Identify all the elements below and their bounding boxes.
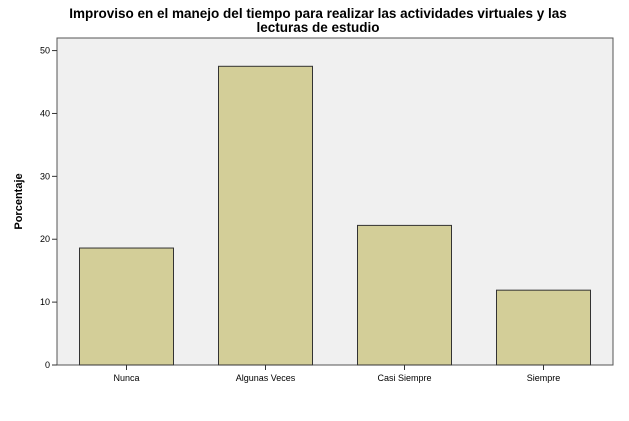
chart-title-line-2: lecturas de estudio bbox=[256, 20, 379, 35]
bar-0 bbox=[79, 247, 174, 366]
bars-layer bbox=[79, 65, 591, 366]
bar-2 bbox=[357, 224, 452, 366]
y-tick-label-0: 0 bbox=[45, 360, 50, 370]
axes-layer: Nunca Algunas Veces Casi Siempre Siempre 0 10… bbox=[40, 46, 560, 383]
x-tick-label-3: Siempre bbox=[527, 373, 561, 383]
bar-1 bbox=[218, 65, 313, 366]
y-tick-label-2: 20 bbox=[40, 234, 50, 244]
y-axis-label: Porcentaje bbox=[13, 173, 25, 229]
y-tick-label-4: 40 bbox=[40, 108, 50, 118]
y-tick-label-5: 50 bbox=[40, 46, 50, 56]
x-tick-label-0: Nunca bbox=[113, 373, 139, 383]
x-tick-label-2: Casi Siempre bbox=[377, 373, 431, 383]
y-tick-label-1: 10 bbox=[40, 297, 50, 307]
bar-3 bbox=[496, 289, 591, 366]
chart-title-line-1: Improviso en el manejo del tiempo para r… bbox=[69, 6, 566, 21]
y-tick-label-3: 30 bbox=[40, 171, 50, 181]
x-tick-label-1: Algunas Veces bbox=[236, 373, 296, 383]
